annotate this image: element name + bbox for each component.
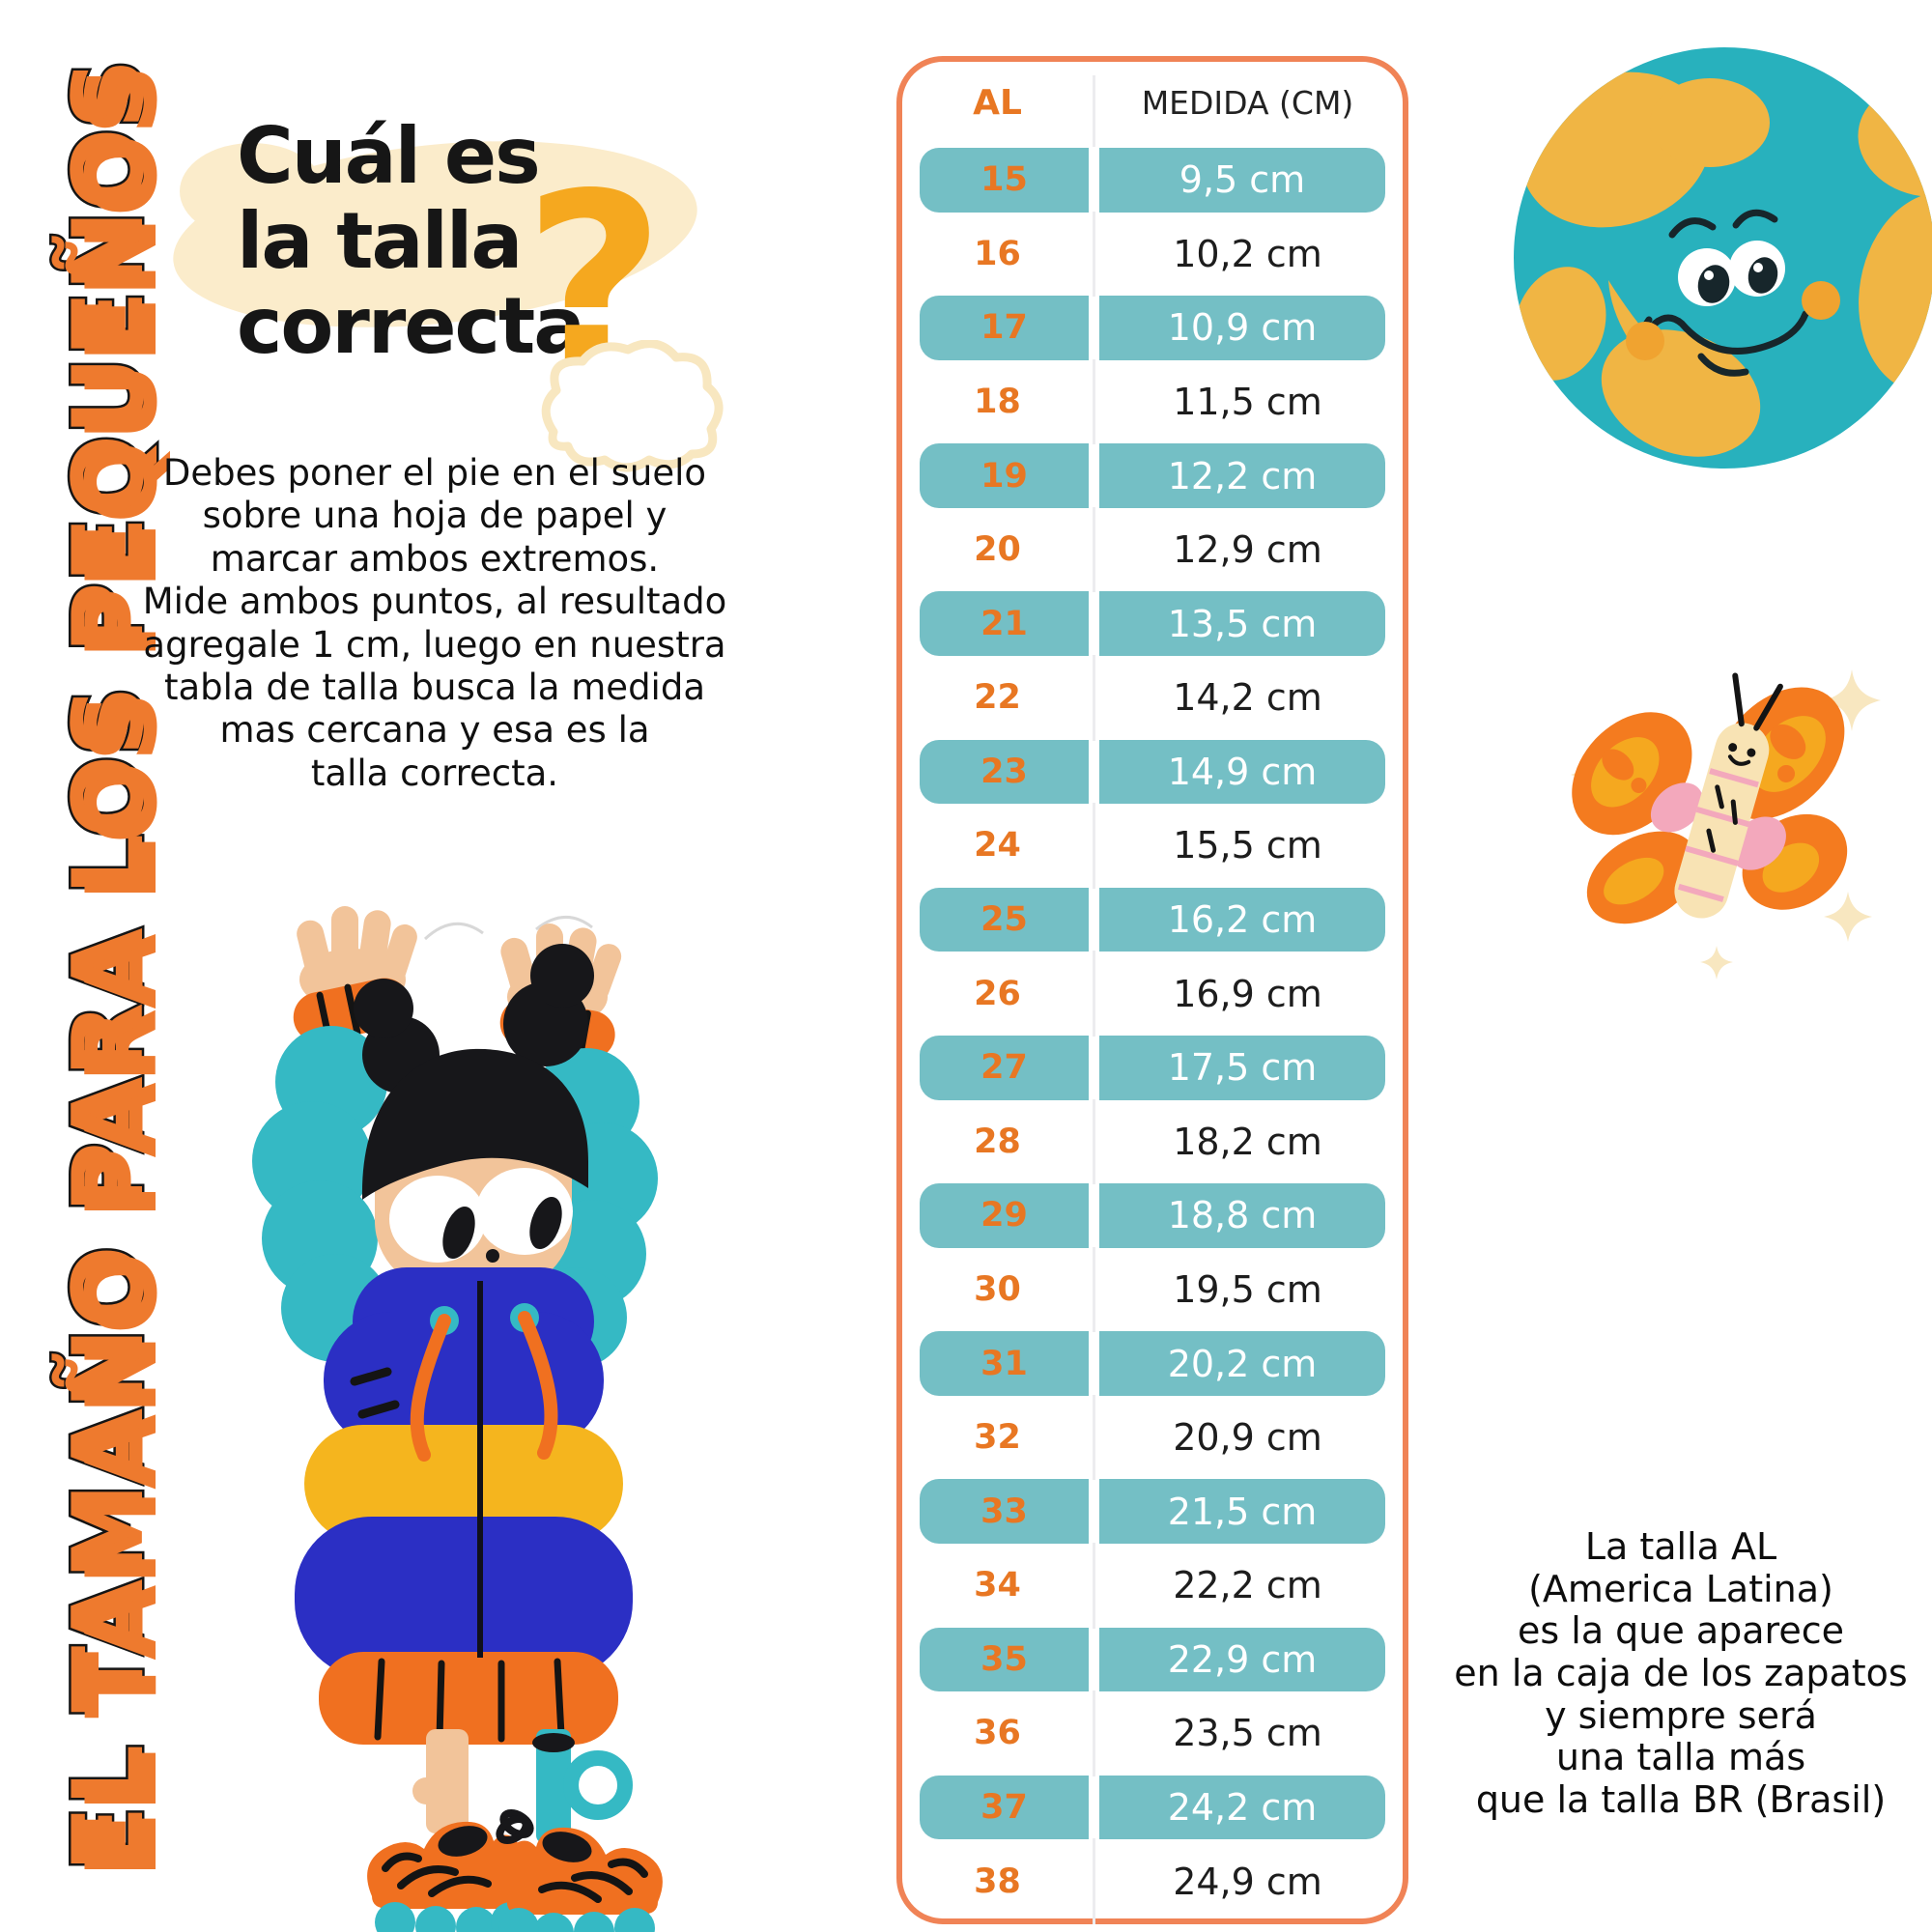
title-background-blob-small (180, 143, 325, 240)
table-row: 35 22,9 cm (902, 1623, 1403, 1697)
size-cell: 23 (920, 739, 1089, 805)
size-cell: 31 (920, 1331, 1089, 1396)
measure-cell: 20,2 cm (1099, 1331, 1385, 1396)
size-cell: 18 (974, 383, 1021, 422)
table-row: 30 19,5 cm (902, 1246, 1403, 1332)
table-header: AL MEDIDA (CM) (902, 62, 1403, 147)
butterfly-illustration (1571, 669, 1881, 980)
size-cell: 34 (974, 1566, 1021, 1605)
measure-cell: 11,5 cm (1173, 381, 1322, 424)
kid-jacket (295, 1267, 633, 1745)
table-row: 38 24,9 cm (902, 1838, 1403, 1924)
table-row: 17 10,9 cm (902, 291, 1403, 365)
measure-cell: 12,9 cm (1173, 528, 1322, 572)
left-skate (367, 1808, 534, 1932)
measure-cell: 19,5 cm (1173, 1267, 1322, 1311)
globe-face (1626, 209, 1840, 377)
measure-cell: 12,2 cm (1099, 443, 1385, 508)
size-cell: 19 (920, 443, 1089, 508)
table-row: 16 10,2 cm (902, 211, 1403, 297)
header-measure-label: MEDIDA (CM) (1141, 83, 1354, 122)
size-cell: 22 (974, 678, 1021, 718)
measure-cell: 24,9 cm (1173, 1860, 1322, 1903)
size-cell: 20 (974, 530, 1021, 570)
measure-cell: 14,9 cm (1099, 739, 1385, 805)
measure-cell: 23,5 cm (1173, 1712, 1322, 1755)
table-row: 32 20,9 cm (902, 1394, 1403, 1480)
table-row: 22 14,2 cm (902, 655, 1403, 741)
size-table: AL MEDIDA (CM) 15 9,5 cm 16 10,2 cm 17 10,9 c… (896, 56, 1408, 1924)
size-cell: 36 (974, 1714, 1021, 1753)
measure-cell: 14,2 cm (1173, 676, 1322, 720)
table-row: 34 22,2 cm (902, 1543, 1403, 1629)
table-row: 29 18,8 cm (902, 1179, 1403, 1253)
banner-text: EL TAMAÑO PARA LOS PEQUEÑOS (48, 57, 167, 1875)
size-cell: 32 (974, 1418, 1021, 1458)
measure-cell: 16,9 cm (1173, 972, 1322, 1015)
table-row: 25 16,2 cm (902, 883, 1403, 957)
kid-head (354, 944, 594, 1320)
size-cell: 25 (920, 887, 1089, 952)
table-row: 37 24,2 cm (902, 1771, 1403, 1845)
size-cell: 28 (974, 1122, 1021, 1161)
butterfly-body-group (1572, 672, 1848, 924)
measure-cell: 9,5 cm (1099, 148, 1385, 213)
right-skate (496, 1814, 663, 1932)
measure-cell: 21,5 cm (1099, 1479, 1385, 1544)
measure-cell: 18,8 cm (1099, 1183, 1385, 1248)
size-cell: 27 (920, 1035, 1089, 1100)
size-cell: 33 (920, 1479, 1089, 1544)
size-cell: 24 (974, 826, 1021, 866)
measure-cell: 20,9 cm (1173, 1416, 1322, 1460)
table-row: 26 16,9 cm (902, 951, 1403, 1037)
measure-cell: 16,2 cm (1099, 887, 1385, 952)
size-cell: 15 (920, 148, 1089, 213)
size-cell: 21 (920, 591, 1089, 657)
table-row: 20 12,9 cm (902, 506, 1403, 593)
measure-cell: 13,5 cm (1099, 591, 1385, 657)
table-row: 36 23,5 cm (902, 1690, 1403, 1776)
header-size-label: AL (973, 82, 1022, 123)
question-cloud-icon (541, 340, 724, 472)
table-row: 31 20,2 cm (902, 1326, 1403, 1401)
measure-cell: 10,2 cm (1173, 232, 1322, 275)
measure-cell: 24,2 cm (1099, 1775, 1385, 1840)
table-row: 23 14,9 cm (902, 735, 1403, 810)
measure-cell: 22,9 cm (1099, 1627, 1385, 1692)
size-cell: 26 (974, 974, 1021, 1013)
size-cell: 38 (974, 1861, 1021, 1901)
measure-cell: 10,9 cm (1099, 296, 1385, 360)
size-cell: 30 (974, 1269, 1021, 1309)
measure-cell: 18,2 cm (1173, 1120, 1322, 1163)
measure-cell: 15,5 cm (1173, 824, 1322, 867)
table-row: 21 13,5 cm (902, 586, 1403, 661)
kid-illustration (252, 906, 663, 1932)
table-row: 18 11,5 cm (902, 358, 1403, 444)
size-cell: 17 (920, 296, 1089, 360)
page-title: Cuál es la talla correcta (237, 111, 585, 371)
globe-illustration (1514, 47, 1932, 469)
note-text: La talla AL (America Latina) es la que a… (1454, 1525, 1908, 1822)
left-sleeve (252, 1026, 389, 1362)
size-cell: 16 (974, 234, 1021, 273)
kid-legs (412, 1729, 633, 1843)
intro-text: Debes poner el pie en el suelo sobre una… (142, 452, 727, 794)
table-row: 28 18,2 cm (902, 1098, 1403, 1184)
table-row: 19 12,2 cm (902, 439, 1403, 513)
size-table-body: 15 9,5 cm 16 10,2 cm 17 10,9 cm 18 11,5 cm 19 12,… (902, 143, 1403, 1924)
table-row: 27 17,5 cm (902, 1031, 1403, 1105)
size-cell: 35 (920, 1627, 1089, 1692)
table-row: 24 15,5 cm (902, 803, 1403, 889)
table-row: 15 9,5 cm (902, 143, 1403, 217)
vertical-banner: EL TAMAÑO PARA LOS PEQUEÑOS (14, 0, 202, 1932)
table-row: 33 21,5 cm (902, 1474, 1403, 1548)
measure-cell: 17,5 cm (1099, 1035, 1385, 1100)
size-cell: 37 (920, 1775, 1089, 1840)
size-cell: 29 (920, 1183, 1089, 1248)
measure-cell: 22,2 cm (1173, 1564, 1322, 1607)
